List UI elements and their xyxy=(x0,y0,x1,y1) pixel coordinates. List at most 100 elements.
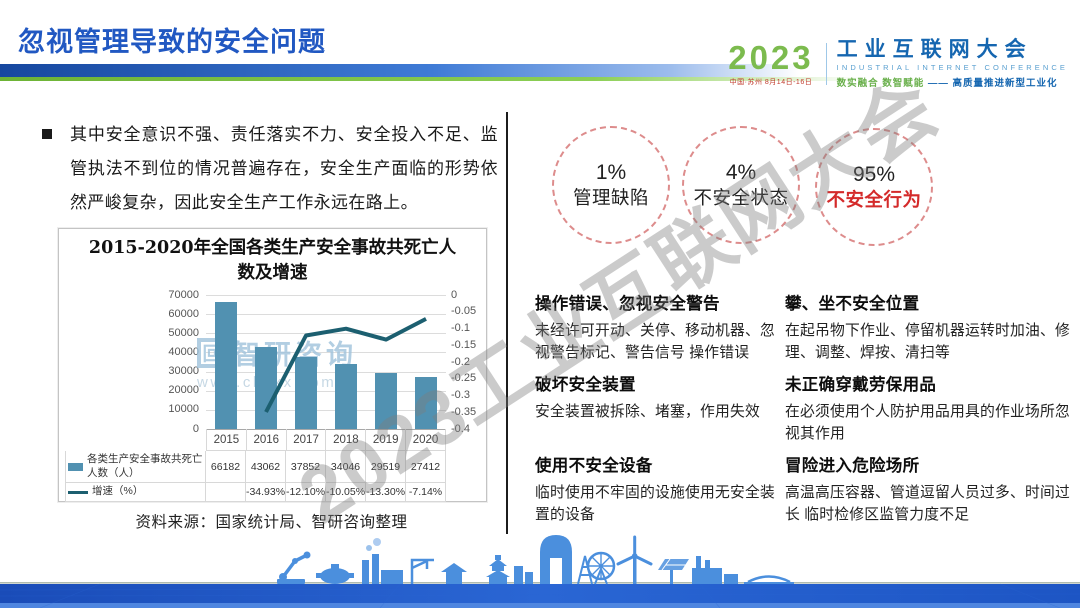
x-axis-label: 2016 xyxy=(245,429,286,451)
y-axis-tick: 30000 xyxy=(168,365,199,378)
y-axis-tick: 40000 xyxy=(168,345,199,358)
growth-line-series xyxy=(264,317,427,413)
hazard-title: 攀、坐不安全位置 xyxy=(785,295,920,313)
legend-label: 各类生产安全事故共死亡人数（人） xyxy=(87,453,203,479)
chart-data-table: 各类生产安全事故共死亡人数（人） 66182 43062 37852 34046 2951… xyxy=(65,451,446,502)
stat-label: 不安全状态 xyxy=(693,187,789,209)
value-cell xyxy=(206,483,246,502)
value-cell: 29519 xyxy=(366,451,406,483)
stat-circle-管理缺陷: 1% 管理缺陷 xyxy=(552,126,670,244)
x-axis-label: 2017 xyxy=(285,429,326,451)
gridline xyxy=(206,295,446,296)
hazard-body: 在必须使用个人防护用品用具的作业场所忽视其作用 xyxy=(785,404,1070,443)
logo-year-block: 2023 中国·苏州 8月14日-16日 xyxy=(728,41,813,87)
skyline-graphic xyxy=(0,535,1080,608)
deaths-bar xyxy=(335,363,357,429)
gridline xyxy=(206,314,446,316)
value-cell: 37852 xyxy=(286,451,326,483)
chart-x-axis: 2015 2016 2017 2018 2019 2020 xyxy=(206,429,446,451)
page-title: 忽视管理导致的安全问题 xyxy=(18,27,326,57)
y2-axis-tick: -0.4 xyxy=(451,422,470,435)
logo-name-cn: 工业互联网大会 xyxy=(836,38,1033,61)
legend-cell: 增速（%） xyxy=(65,483,206,502)
hazard-title: 使用不安全设备 xyxy=(535,457,653,475)
logo-slogan: 数实融合 数智赋能 —— 高质量推进新型工业化 xyxy=(837,75,1068,89)
growth-line xyxy=(264,317,427,413)
hazard-item: 攀、坐不安全位置在起吊物下作业、停留机器运转时加油、修理、调整、焊按、清扫等 xyxy=(785,290,1073,371)
x-axis-label: 2019 xyxy=(365,429,406,451)
x-axis-label: 2018 xyxy=(325,429,366,451)
value-cell: -13.30% xyxy=(366,483,406,502)
deaths-bar xyxy=(415,376,437,429)
hazard-column-right: 攀、坐不安全位置在起吊物下作业、停留机器运转时加油、修理、调整、焊按、清扫等未正… xyxy=(785,290,1073,526)
source-note: 资料来源：国家统计局、智研咨询整理 xyxy=(135,514,408,531)
vertical-divider xyxy=(506,112,508,534)
bar-legend-swatch xyxy=(68,462,83,471)
y-axis-tick: 70000 xyxy=(168,288,199,301)
accident-chart: 2015-2020年全国各类生产安全事故共死亡人数及增速 70000 60000 5… xyxy=(58,228,487,502)
logo-venue-date: 中国·苏州 8月14日-16日 xyxy=(729,78,813,86)
legend-label: 增速（%） xyxy=(92,485,144,498)
line-legend-swatch xyxy=(68,490,88,494)
hazard-body: 在起吊物下作业、停留机器运转时加油、修理、调整、焊按、清扫等 xyxy=(785,323,1070,362)
header-accent-bar xyxy=(0,64,1080,77)
value-cell: -12.10% xyxy=(286,483,326,502)
stat-label: 管理缺陷 xyxy=(572,187,649,209)
hazard-item: 使用不安全设备临时使用不牢固的设施使用无安全装置的设备 xyxy=(535,452,783,526)
value-cell: -10.05% xyxy=(326,483,366,502)
logo-name-en: INDUSTRIAL INTERNET CONFERENCE xyxy=(836,63,1068,73)
hazard-title: 破坏安全装置 xyxy=(535,376,636,394)
logo-year: 2023 xyxy=(728,38,814,76)
stat-circle-不安全行为: 95% 不安全行为 xyxy=(815,128,933,246)
y-axis-tick: 50000 xyxy=(168,326,199,339)
hazard-body: 高温高压容器、管道逗留人员过多、时间过长 临时检修区监管力度不足 xyxy=(785,485,1070,524)
chart-left-axis: 70000 60000 50000 40000 30000 20000 10000 0 xyxy=(59,289,199,435)
y2-axis-tick: 0 xyxy=(451,288,458,301)
hazard-body: 安全装置被拆除、堵塞，作用失效 xyxy=(535,404,760,420)
y2-axis-tick: -0.2 xyxy=(451,355,470,368)
stat-percent: 95% xyxy=(852,162,896,186)
chart-title: 2015-2020年全国各类生产安全事故共死亡人数及增速 xyxy=(88,238,457,284)
y-axis-tick: 60000 xyxy=(168,307,199,320)
y-axis-tick: 0 xyxy=(192,422,199,435)
deaths-bar xyxy=(375,372,397,429)
logo-name-block: 工业互联网大会 INDUSTRIAL INTERNET CONFERENCE 数… xyxy=(837,38,1068,89)
hazard-body: 临时使用不牢固的设施使用无安全装置的设备 xyxy=(535,485,775,524)
hazard-body: 未经许可开动、关停、移动机器、忽视警告标记、警告信号 操作错误 xyxy=(535,323,775,362)
value-cell: 27412 xyxy=(406,451,446,483)
table-row: 增速（%） -34.93% -12.10% -10.05% -13.30% -7.14% xyxy=(65,483,446,502)
table-row: 各类生产安全事故共死亡人数（人） 66182 43062 37852 34046 2951… xyxy=(65,451,446,483)
y2-axis-tick: -0.3 xyxy=(451,389,470,401)
gridline xyxy=(206,409,446,411)
value-cell: 43062 xyxy=(246,451,286,483)
stat-label: 不安全行为 xyxy=(826,189,922,211)
logo-divider xyxy=(825,42,827,85)
hazard-title: 冒险进入危险场所 xyxy=(785,457,920,475)
value-cell: -7.14% xyxy=(406,483,446,502)
value-cell: -34.93% xyxy=(246,483,286,502)
hazard-item: 破坏安全装置安全装置被拆除、堵塞，作用失效 xyxy=(535,371,783,452)
stat-percent: 1% xyxy=(595,160,627,184)
value-cell: 34046 xyxy=(326,451,366,483)
header-green-line xyxy=(0,77,1080,81)
x-axis-label: 2020 xyxy=(405,429,446,451)
y2-axis-tick: -0.25 xyxy=(451,372,477,385)
legend-cell: 各类生产安全事故共死亡人数（人） xyxy=(65,451,206,483)
chart-plot-area xyxy=(206,295,446,430)
value-cell: 66182 xyxy=(206,451,246,483)
conference-logo: 2023 中国·苏州 8月14日-16日 工业互联网大会 INDUSTRIAL … xyxy=(728,38,1068,89)
stat-circle-不安全状态: 4% 不安全状态 xyxy=(682,126,800,244)
logo-slogan-blue: —— 高质量推进新型工业化 xyxy=(927,78,1058,90)
hazard-item: 操作错误、忽视安全警告 未经许可开动、关停、移动机器、忽视警告标记、警告信号 操作… xyxy=(535,290,783,371)
y2-axis-tick: -0.35 xyxy=(451,405,477,418)
bullet-square-icon xyxy=(42,129,52,139)
y-axis-tick: 10000 xyxy=(168,403,199,416)
deaths-bar xyxy=(255,346,277,429)
deaths-bar xyxy=(295,356,317,429)
y2-axis-tick: -0.05 xyxy=(451,305,477,318)
hazard-title: 未正确穿戴劳保用品 xyxy=(785,376,937,394)
gridline xyxy=(206,352,446,354)
gridline xyxy=(206,390,446,392)
gridline xyxy=(206,371,446,373)
